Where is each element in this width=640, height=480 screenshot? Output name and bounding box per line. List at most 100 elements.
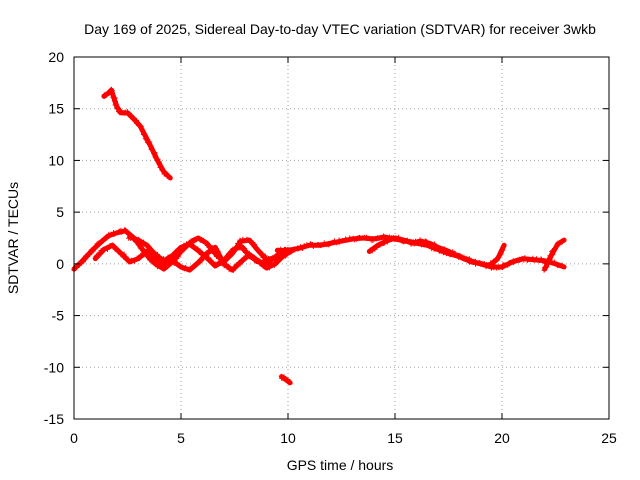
x-axis-label: GPS time / hours (287, 457, 394, 473)
data-point (392, 236, 398, 242)
data-point (136, 256, 142, 262)
data-point (500, 244, 506, 250)
data-point (304, 242, 310, 248)
data-point (147, 139, 153, 145)
data-point (111, 98, 117, 104)
data-point (221, 259, 227, 265)
data-point (364, 234, 370, 240)
data-point (204, 240, 210, 246)
y-tick-label: -10 (44, 359, 64, 375)
data-point (321, 240, 327, 246)
data-point (424, 239, 430, 245)
data-point (86, 252, 92, 258)
data-point (121, 251, 127, 257)
data-point (213, 261, 219, 267)
data-point (382, 234, 388, 240)
data-point (262, 255, 268, 261)
data-point (404, 237, 410, 243)
data-point (407, 238, 413, 244)
data-point (559, 239, 565, 245)
data-point (273, 261, 279, 267)
data-point (534, 256, 540, 262)
data-point (255, 258, 261, 264)
data-point (111, 231, 117, 237)
data-point (172, 260, 178, 266)
x-tick-label: 15 (387, 430, 403, 446)
data-point (138, 240, 144, 246)
data-point (219, 258, 225, 264)
series-high-arc (101, 86, 173, 181)
y-tick-label: 15 (48, 101, 64, 117)
data-point (90, 248, 96, 254)
data-point (301, 243, 307, 249)
data-point (559, 263, 565, 269)
data-point (184, 243, 190, 249)
data-point (357, 234, 363, 240)
data-point (152, 260, 158, 266)
data-point (527, 257, 533, 263)
data-point (217, 253, 223, 259)
plot-frame (73, 56, 610, 420)
data-point (285, 378, 291, 384)
data-point (380, 235, 386, 241)
y-axis-label: SDTVAR / TECUs (5, 182, 21, 294)
data-point (149, 147, 155, 153)
data-point (179, 245, 185, 251)
data-point (554, 241, 560, 247)
data-point (197, 248, 203, 254)
series-arc-c (126, 234, 287, 269)
data-point (402, 238, 408, 244)
data-point (279, 252, 285, 258)
data-point (189, 265, 195, 271)
data-point (242, 245, 248, 251)
tick-labels: 0 5 10 15 20 25 -15 -10 -5 0 5 10 15 20 (44, 49, 617, 446)
data-point (286, 246, 292, 252)
y-tick-label: -5 (52, 308, 65, 324)
data-point (450, 251, 456, 257)
data-point (278, 249, 284, 255)
series-arc-d (366, 234, 507, 269)
axis-ticks (73, 56, 610, 420)
data-point (119, 229, 125, 235)
data-point (166, 174, 172, 180)
data-point (152, 154, 158, 160)
data-point (552, 246, 558, 252)
x-tick-label: 5 (177, 430, 185, 446)
series-low-short (278, 373, 293, 386)
data-point (162, 257, 168, 263)
data-point (226, 251, 232, 257)
data-point (423, 239, 429, 245)
data-point (80, 259, 86, 265)
y-tick-label: -15 (44, 411, 64, 427)
data-point (467, 259, 473, 265)
x-tick-label: 25 (601, 430, 617, 446)
data-point (110, 242, 116, 248)
data-point (310, 244, 316, 250)
data-point (275, 247, 281, 253)
data-point (545, 259, 551, 265)
data-point (451, 250, 457, 256)
data-point (273, 253, 279, 259)
data-point (129, 234, 135, 240)
data-point (487, 263, 493, 269)
data-point (109, 90, 115, 96)
data-point (393, 235, 399, 241)
data-point (228, 249, 234, 255)
data-point (295, 246, 301, 252)
series-arc-e (541, 237, 567, 273)
data-point (555, 240, 561, 246)
data-point (259, 251, 265, 257)
data-point (153, 261, 159, 267)
data-point (215, 260, 221, 266)
data-point (490, 261, 496, 267)
data-point (268, 256, 274, 262)
data-point (177, 245, 183, 251)
x-tick-label: 10 (280, 430, 296, 446)
data-point (522, 255, 528, 261)
data-point (245, 251, 251, 257)
data-point (93, 243, 99, 249)
data-point (500, 247, 506, 253)
data-point (198, 256, 204, 262)
data-point (154, 252, 160, 258)
